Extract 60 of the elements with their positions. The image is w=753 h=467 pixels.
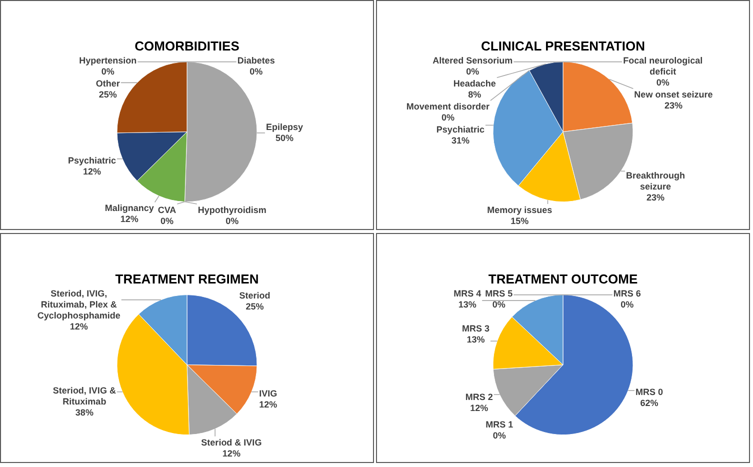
data-label: 23% [664, 100, 682, 111]
slice-label: IVIG [259, 388, 278, 399]
category-label: Altered Sensorium [432, 56, 513, 66]
data-label: 50% [275, 133, 294, 144]
slice-label: Steriod & IVIG [201, 437, 262, 448]
slice-label: MRS 0 [635, 386, 663, 397]
slice-label: New onset seizure [634, 90, 713, 100]
data-label: 12% [470, 403, 488, 414]
category-label: Movement disorder [406, 102, 490, 112]
data-label: 31% [451, 136, 470, 146]
data-label: 15% [510, 216, 529, 226]
text: 0% [656, 78, 670, 88]
data-label: 13% [458, 300, 476, 310]
text: 0% [250, 66, 263, 77]
category-label: MRS 1 [486, 419, 514, 430]
data-label: 12% [70, 322, 88, 332]
legend-label: CVA [158, 204, 177, 215]
slice-label: MRS 3 [462, 323, 490, 334]
data-label: 25% [246, 301, 264, 312]
text: 0% [620, 300, 634, 310]
legend-label: Hypothyroidism [198, 204, 266, 215]
data-label: 12% [82, 166, 101, 177]
slice-label: Psychiatric [68, 156, 116, 166]
text: 0% [101, 66, 114, 77]
slice-label: Epilepsy [266, 122, 304, 132]
data-label: 23% [646, 192, 665, 203]
category-label: Hypertension [79, 56, 137, 66]
data-label: 25% [98, 90, 117, 100]
data-label: 62% [640, 398, 658, 408]
slice-label: Other [96, 78, 120, 89]
text: 0% [441, 112, 454, 123]
slice-label: Steriod, IVIG & Rituximab [52, 385, 116, 406]
slice-label: Psychiatric [436, 124, 484, 135]
slice-label: Steriod, IVIG, Rituximab, Plex & Cyclophosphamide [37, 288, 120, 321]
slice-label: Steriod [239, 290, 270, 300]
category-label: Focal neurological deficit [623, 56, 703, 77]
slice-label: Memory issues [487, 204, 552, 215]
text: 0% [492, 430, 506, 440]
data-label: 13% [466, 334, 485, 344]
slice-label: MRS 2 [465, 392, 493, 402]
text: 0% [226, 216, 239, 226]
chart-title: COMORBIDITIES [134, 38, 240, 54]
chart-title: CLINICAL PRESENTATION [481, 38, 645, 54]
data-label: 12% [222, 448, 240, 458]
text: 0% [466, 66, 480, 77]
slice-label: Breakthrough seizure [626, 170, 686, 192]
chart-title: TREATMENT OUTCOME [488, 271, 638, 286]
chart-title: TREATMENT REGIMEN [115, 271, 259, 286]
category-label: MRS 5 [485, 288, 513, 299]
text: 0% [492, 300, 506, 310]
data-label: 12% [259, 400, 278, 410]
slice-label: Malignancy [104, 203, 154, 214]
slice-label: MRS 4 [454, 288, 482, 299]
category-label: Diabetes [237, 56, 275, 66]
data-label: 38% [75, 407, 94, 418]
text: 0% [160, 216, 174, 226]
data-label: 8% [468, 90, 482, 100]
category-label: MRS 6 [613, 288, 641, 299]
data-label: 12% [120, 214, 138, 224]
slice-label: Headache [453, 78, 496, 89]
